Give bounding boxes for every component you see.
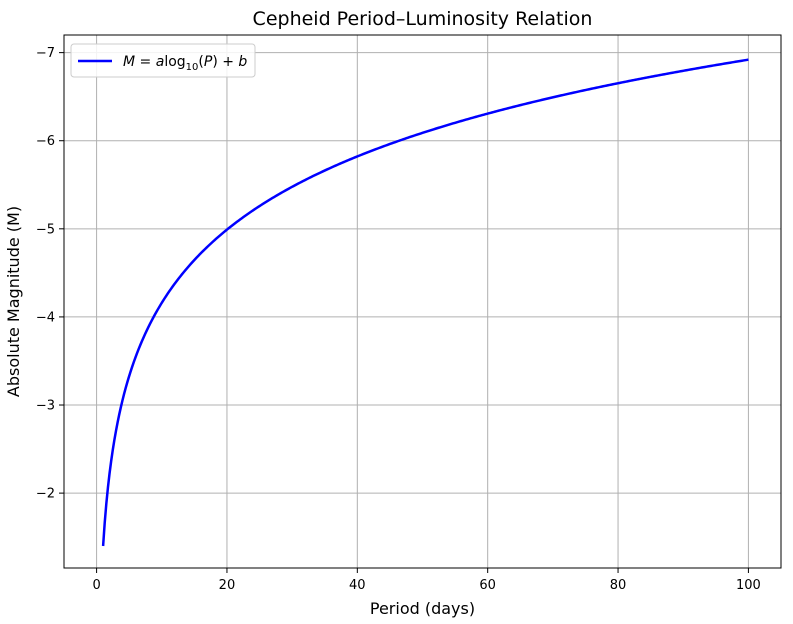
legend-eq-b: b [238, 54, 247, 70]
legend-eq-subscript: 10 [186, 62, 199, 73]
axis-ticks: 0 20 40 60 80 100 −2 −3 −4 −5 −6 −7 [36, 46, 761, 593]
legend-eq-log: log [164, 54, 185, 70]
y-tick-label: −3 [36, 399, 55, 414]
legend-eq-open-paren: ( [198, 54, 203, 70]
x-tick-label: 0 [92, 578, 100, 593]
plot-area-frame [63, 34, 782, 569]
grid [64, 35, 781, 568]
x-tick-label: 80 [610, 578, 627, 593]
legend-eq-equals: = [135, 54, 156, 70]
x-axis-label: Period (days) [370, 599, 475, 618]
series-layer [101, 58, 749, 547]
legend-label-series-0: M = alog10(P) + b [123, 54, 247, 73]
y-tick-label: −7 [36, 46, 55, 61]
legend-box [70, 43, 256, 78]
x-tick-label: 60 [479, 578, 496, 593]
chart-title: Cepheid Period–Luminosity Relation [253, 8, 593, 30]
y-tick-label: −6 [36, 134, 55, 149]
legend-eq-close-plus: ) + [212, 54, 238, 70]
x-tick-label: 20 [219, 578, 236, 593]
legend-eq-a: a [156, 54, 165, 70]
series-line-0 [101, 58, 749, 547]
y-axis-label: Absolute Magnitude (M) [4, 206, 23, 397]
legend-eq-m: M [123, 54, 135, 70]
legend: M = alog10(P) + b [70, 43, 256, 78]
y-tick-label: −5 [36, 222, 55, 237]
y-tick-label: −2 [36, 487, 55, 502]
legend-eq-p: P [204, 54, 213, 70]
x-tick-label: 40 [349, 578, 366, 593]
y-tick-label: −4 [36, 310, 55, 325]
x-tick-label: 100 [736, 578, 761, 593]
